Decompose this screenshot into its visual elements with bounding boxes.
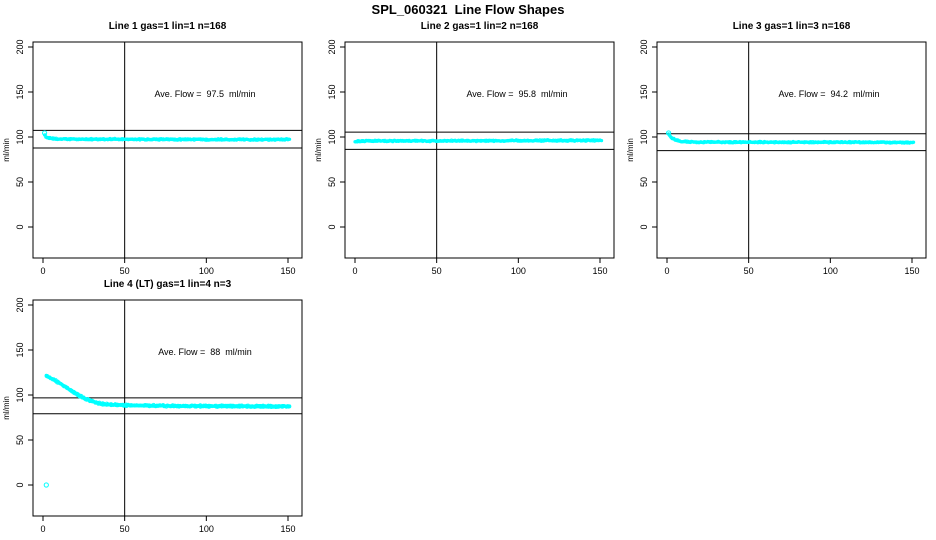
- y-tick-label: 0: [639, 224, 649, 229]
- panel-title: Line 4 (LT) gas=1 lin=4 n=3: [103, 279, 232, 290]
- x-tick-label: 100: [823, 266, 838, 276]
- x-tick-label: 100: [199, 524, 214, 534]
- chart-panel: Line 3 gas=1 lin=3 n=168 0 50 100 150 0 50 100…: [624, 20, 936, 290]
- y-axis-label: ml/min: [626, 138, 635, 162]
- y-tick-label: 0: [15, 482, 25, 487]
- x-axis: 0 50 100 150: [40, 516, 296, 534]
- chart-panel: Line 4 (LT) gas=1 lin=4 n=3 0 50 100 150 0 50…: [0, 278, 312, 540]
- outlier-point: [666, 130, 672, 136]
- plot-svg: 0 50 100 150 0 50 100 150 200 ml/min Ave. Flow = 9…: [314, 39, 615, 276]
- flow-annotation: Ave. Flow = 88 ml/min: [158, 347, 252, 357]
- outlier-point: [43, 482, 49, 488]
- y-tick-label: 200: [15, 39, 25, 54]
- y-tick-label: 0: [327, 224, 337, 229]
- y-axis: 0 50 100 150 200: [15, 297, 33, 488]
- flow-annotation: Ave. Flow = 95.8 ml/min: [466, 89, 567, 99]
- x-tick-label: 50: [744, 266, 754, 276]
- flow-annotation: Ave. Flow = 94.2 ml/min: [778, 89, 879, 99]
- page-title: SPL_060321 Line Flow Shapes: [371, 2, 565, 17]
- x-axis: 0 50 100 150: [664, 258, 920, 276]
- x-tick-label: 50: [120, 524, 130, 534]
- y-tick-label: 100: [327, 129, 337, 144]
- x-tick-label: 50: [120, 266, 130, 276]
- y-tick-label: 50: [15, 435, 25, 445]
- plot-svg: 0 50 100 150 0 50 100 150 200 ml/min Ave. Flow = 9…: [2, 39, 303, 276]
- x-axis: 0 50 100 150: [40, 258, 296, 276]
- panel-title: Line 1 gas=1 lin=1 n=168: [108, 21, 227, 32]
- x-tick-label: 100: [511, 266, 526, 276]
- y-tick-label: 150: [15, 84, 25, 99]
- plot-svg: 0 50 100 150 0 50 100 150 200 ml/min Ave. Flow = 8…: [2, 297, 303, 534]
- x-tick-label: 150: [280, 524, 295, 534]
- plot-box: [32, 299, 303, 517]
- y-axis-label: ml/min: [2, 138, 11, 162]
- x-tick-label: 0: [40, 266, 45, 276]
- y-tick-label: 150: [15, 342, 25, 357]
- y-tick-label: 50: [15, 177, 25, 187]
- panel-title: Line 3 gas=1 lin=3 n=168: [732, 21, 851, 32]
- data-points: [44, 373, 292, 409]
- y-tick-label: 200: [327, 39, 337, 54]
- y-axis: 0 50 100 150 200: [639, 39, 657, 230]
- x-tick-label: 0: [664, 266, 669, 276]
- data-points: [353, 138, 604, 144]
- y-axis: 0 50 100 150 200: [15, 39, 33, 230]
- y-tick-label: 50: [327, 177, 337, 187]
- y-tick-label: 150: [327, 84, 337, 99]
- x-tick-label: 50: [432, 266, 442, 276]
- y-tick-label: 0: [15, 224, 25, 229]
- x-axis: 0 50 100 150: [352, 258, 608, 276]
- flow-annotation: Ave. Flow = 97.5 ml/min: [154, 89, 255, 99]
- plot-svg: 0 50 100 150 0 50 100 150 200 ml/min Ave. Flow = 9…: [626, 39, 927, 276]
- y-axis-label: ml/min: [314, 138, 323, 162]
- data-points: [42, 133, 292, 142]
- plot-box: [344, 41, 615, 259]
- y-axis-label: ml/min: [2, 396, 11, 420]
- outlier-point: [42, 130, 48, 136]
- x-tick-label: 150: [592, 266, 607, 276]
- panel-title: Line 2 gas=1 lin=2 n=168: [420, 21, 539, 32]
- data-points: [666, 132, 916, 145]
- x-tick-label: 100: [199, 266, 214, 276]
- y-tick-label: 100: [15, 387, 25, 402]
- plot-box: [32, 41, 303, 259]
- x-tick-label: 0: [352, 266, 357, 276]
- y-tick-label: 100: [15, 129, 25, 144]
- x-tick-label: 150: [280, 266, 295, 276]
- y-tick-label: 100: [639, 129, 649, 144]
- y-tick-label: 200: [639, 39, 649, 54]
- y-tick-label: 200: [15, 297, 25, 312]
- x-tick-label: 0: [40, 524, 45, 534]
- y-axis: 0 50 100 150 200: [327, 39, 345, 230]
- plot-box: [656, 41, 927, 259]
- chart-panel: Line 1 gas=1 lin=1 n=168 0 50 100 150 0 50 100…: [0, 20, 312, 290]
- chart-panel: Line 2 gas=1 lin=2 n=168 0 50 100 150 0 50 100…: [312, 20, 624, 290]
- y-tick-label: 150: [639, 84, 649, 99]
- y-tick-label: 50: [639, 177, 649, 187]
- x-tick-label: 150: [904, 266, 919, 276]
